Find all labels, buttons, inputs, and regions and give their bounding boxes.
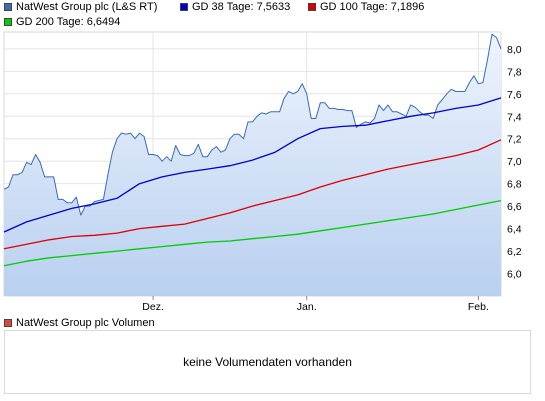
y-tick-label: 6,4 <box>507 224 522 236</box>
legend-label-price: NatWest Group plc (L&S RT) <box>16 1 158 13</box>
legend-label-gd100: GD 100 Tage: 7,1896 <box>320 1 425 13</box>
x-tick-label: Dez. <box>142 301 164 313</box>
legend-item-gd200: GD 200 Tage: 6,6494 <box>4 16 120 28</box>
legend-swatch-gd200 <box>4 18 12 26</box>
series-line-0 <box>3 33 502 216</box>
legend-item-gd38: GD 38 Tage: 7,5633 <box>180 1 290 13</box>
y-tick-label: 6,0 <box>507 269 522 281</box>
y-axis-ticks: 6,0 6,2 6,4 6,6 6,8 7,0 7,2 7,4 7,6 7,8 8,0 <box>507 44 522 281</box>
legend-swatch-price <box>4 3 12 11</box>
y-tick-label: 6,8 <box>507 179 522 191</box>
y-tick-label: 7,8 <box>507 66 522 78</box>
volume-panel: keine Volumendaten vorhanden <box>4 330 531 394</box>
series-line-1 <box>3 97 502 233</box>
y-tick-label: 7,6 <box>507 89 522 101</box>
legend-item-price: NatWest Group plc (L&S RT) <box>4 1 157 13</box>
y-tick-label: 7,4 <box>507 111 522 123</box>
y-tick-label: 7,2 <box>507 134 522 146</box>
legend-label-volume: NatWest Group plc Volumen <box>16 317 155 329</box>
y-tick-label: 6,2 <box>507 246 522 258</box>
series-line-2 <box>3 139 502 250</box>
series-line-3 <box>3 199 502 267</box>
legend-swatch-gd100 <box>308 3 316 11</box>
x-axis-ticks: Dez. Jan. Feb. <box>142 301 489 313</box>
legend-label-gd38: GD 38 Tage: 7,5633 <box>192 1 291 13</box>
x-tick-label: Jan. <box>297 301 317 313</box>
y-tick-label: 8,0 <box>507 44 522 56</box>
volume-empty-message: keine Volumendaten vorhanden <box>183 355 352 369</box>
legend-label-gd200: GD 200 Tage: 6,6494 <box>16 16 121 28</box>
price-chart: 6,0 6,2 6,4 6,6 6,8 7,0 7,2 7,4 7,6 7,8 8,0 Dez. Ja… <box>3 31 522 313</box>
legend-swatch-volume <box>4 319 12 327</box>
x-tick-label: Feb. <box>468 301 489 313</box>
legend-swatch-gd38 <box>180 3 188 11</box>
y-tick-label: 6,6 <box>507 201 522 213</box>
y-tick-label: 7,0 <box>507 156 522 168</box>
series-lines <box>3 33 502 267</box>
legend-item-gd100: GD 100 Tage: 7,1896 <box>308 1 424 13</box>
legend-item-volume: NatWest Group plc Volumen <box>4 317 155 329</box>
